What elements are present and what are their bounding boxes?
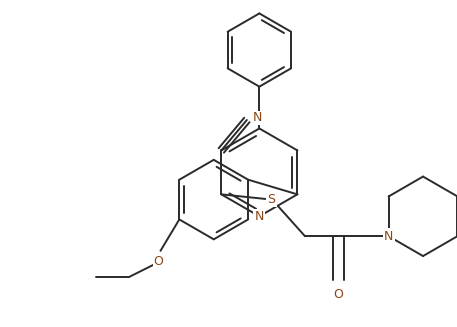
Text: S: S (267, 193, 276, 206)
Text: O: O (154, 255, 163, 268)
Text: N: N (384, 230, 393, 243)
Text: O: O (334, 288, 343, 301)
Text: N: N (384, 230, 393, 243)
Text: N: N (253, 112, 262, 124)
Text: N: N (255, 210, 264, 223)
